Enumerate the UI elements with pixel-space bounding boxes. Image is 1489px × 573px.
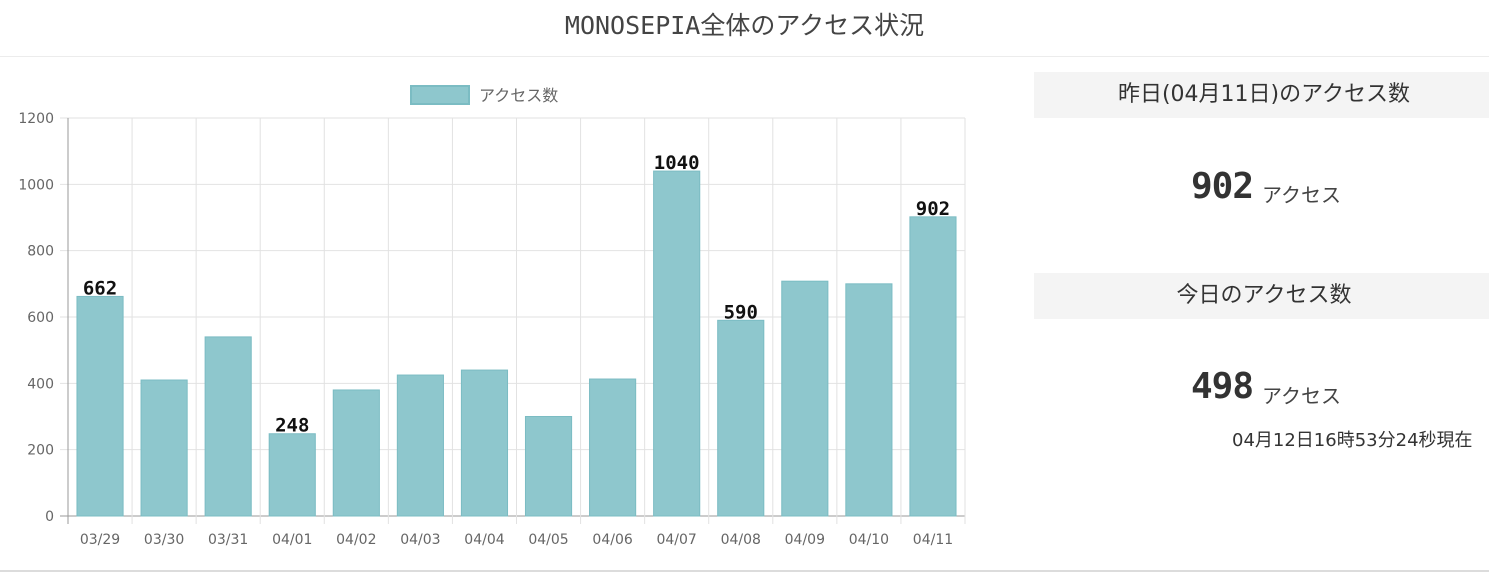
x-tick-label: 04/05	[528, 532, 568, 548]
x-tick-label: 04/08	[721, 532, 761, 548]
bar	[524, 416, 573, 517]
data-label: 662	[83, 277, 117, 299]
yesterday-unit: アクセス	[1262, 183, 1341, 207]
yesterday-heading: 昨日(04月11日)のアクセス数	[1034, 72, 1489, 118]
x-tick-label: 03/30	[144, 532, 184, 548]
today-timestamp: 04月12日16時53分24秒現在	[1232, 430, 1473, 451]
bar	[653, 170, 701, 517]
bar	[717, 319, 765, 517]
data-label: 248	[275, 415, 309, 437]
access-bar-chart: アクセス数 0 200 400 600 800 1000 1200 03/29 662 03/30…	[18, 85, 966, 548]
bar	[332, 389, 380, 517]
x-tick-label: 04/03	[400, 532, 440, 548]
bar	[268, 433, 316, 517]
chart-legend[interactable]: アクセス数	[410, 85, 558, 105]
chart-bars	[76, 170, 957, 517]
bottom-divider	[0, 570, 1489, 572]
x-tick-label: 04/04	[464, 532, 504, 548]
x-tick-label: 04/02	[336, 532, 376, 548]
x-tick-label: 04/07	[656, 532, 696, 548]
yesterday-count: 902	[1191, 166, 1254, 207]
x-tick-label: 04/06	[592, 532, 632, 548]
x-tick-label: 04/09	[785, 532, 825, 548]
y-tick-label: 800	[27, 244, 54, 260]
bar	[845, 283, 893, 517]
legend-swatch	[410, 85, 470, 105]
page-title: MONOSEPIA全体のアクセス状況	[564, 11, 925, 40]
today-heading: 今日のアクセス数	[1034, 273, 1489, 319]
title-divider	[0, 56, 1489, 57]
today-count: 498	[1191, 366, 1254, 407]
x-tick-label: 04/01	[272, 532, 312, 548]
bar	[76, 295, 124, 517]
chart-labels: 0 200 400 600 800 1000 1200 03/29 662 03/30 03/31 0…	[18, 111, 953, 548]
bar	[460, 369, 509, 517]
y-tick-label: 1200	[18, 111, 54, 127]
y-tick-label: 600	[27, 310, 54, 326]
x-tick-label: 03/29	[80, 532, 120, 548]
y-tick-label: 200	[27, 443, 54, 459]
x-tick-label: 03/31	[208, 532, 248, 548]
data-label: 1040	[654, 152, 700, 174]
x-tick-label: 04/11	[913, 532, 953, 548]
bar	[396, 374, 444, 517]
data-label: 590	[724, 301, 758, 323]
bar	[140, 379, 188, 517]
y-tick-label: 1000	[18, 177, 54, 193]
y-tick-label: 400	[27, 376, 54, 392]
y-tick-label: 0	[45, 509, 54, 525]
bar	[781, 280, 829, 517]
chart-grid	[60, 117, 966, 524]
x-tick-label: 04/10	[849, 532, 889, 548]
bar	[589, 378, 637, 517]
legend-label: アクセス数	[479, 86, 558, 105]
data-label: 902	[916, 198, 950, 220]
bar	[909, 216, 957, 517]
today-unit: アクセス	[1262, 384, 1341, 408]
bar	[204, 336, 252, 517]
